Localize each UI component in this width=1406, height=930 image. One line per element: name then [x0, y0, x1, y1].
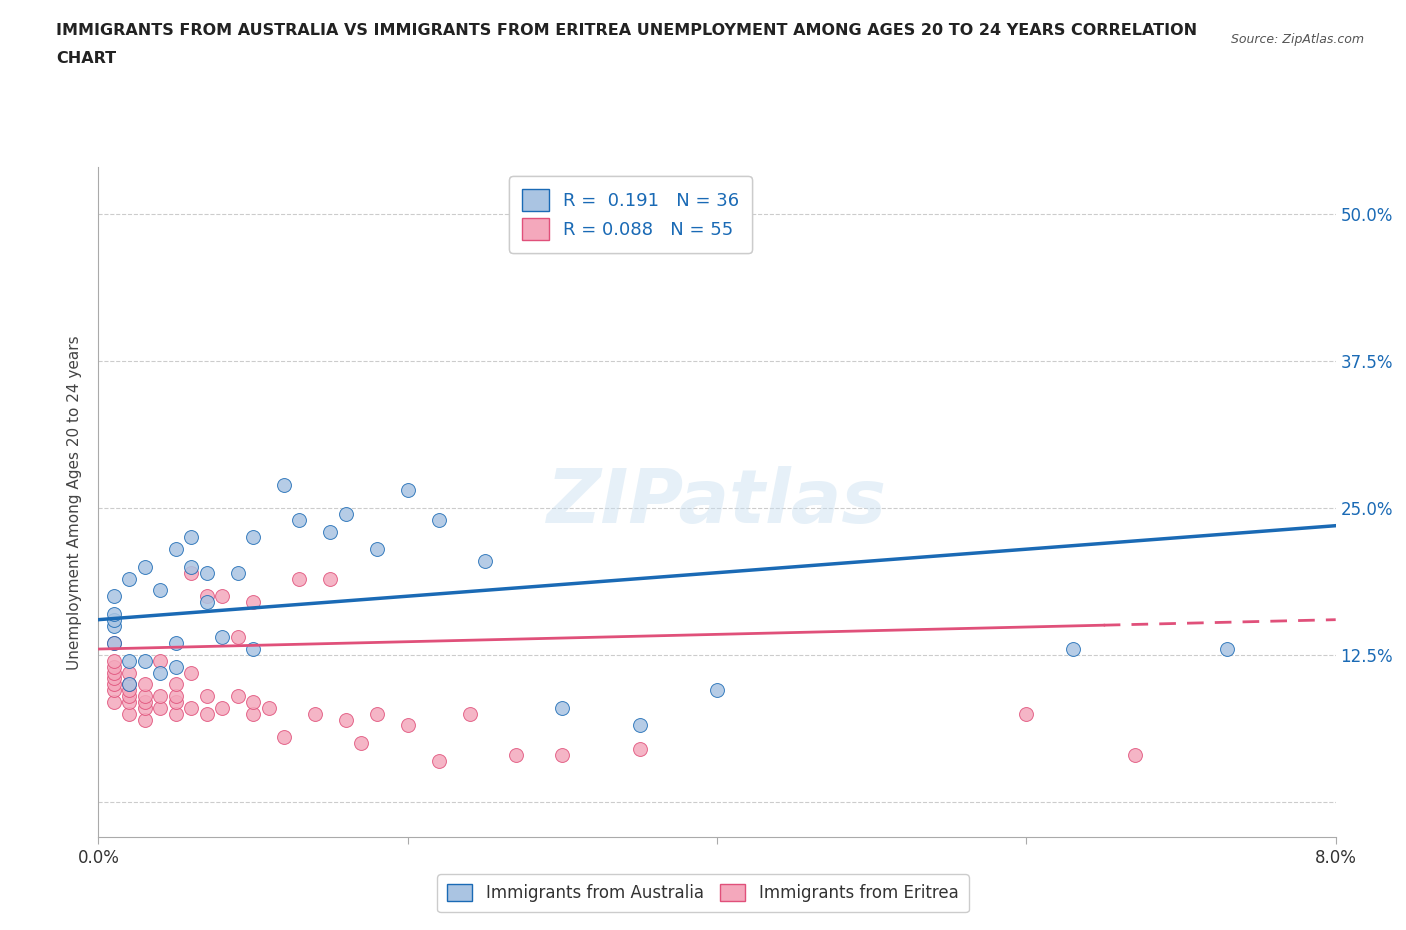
Point	[103, 618, 125, 633]
Point	[427, 512, 450, 527]
Point	[180, 665, 202, 680]
Point	[242, 594, 264, 609]
Point	[180, 565, 202, 580]
Point	[149, 665, 172, 680]
Point	[304, 706, 326, 721]
Point	[211, 589, 233, 604]
Point	[103, 659, 125, 674]
Point	[242, 642, 264, 657]
Point	[180, 559, 202, 574]
Point	[103, 612, 125, 627]
Text: IMMIGRANTS FROM AUSTRALIA VS IMMIGRANTS FROM ERITREA UNEMPLOYMENT AMONG AGES 20 : IMMIGRANTS FROM AUSTRALIA VS IMMIGRANTS …	[56, 23, 1198, 38]
Point	[103, 589, 125, 604]
Point	[165, 706, 187, 721]
Point	[103, 636, 125, 651]
Point	[134, 654, 156, 669]
Point	[1062, 642, 1084, 657]
Point	[226, 688, 249, 703]
Text: Source: ZipAtlas.com: Source: ZipAtlas.com	[1230, 33, 1364, 46]
Point	[242, 695, 264, 710]
Point	[427, 753, 450, 768]
Point	[273, 730, 295, 745]
Point	[195, 589, 218, 604]
Point	[149, 583, 172, 598]
Point	[211, 700, 233, 715]
Point	[226, 565, 249, 580]
Legend: Immigrants from Australia, Immigrants from Eritrea: Immigrants from Australia, Immigrants fr…	[437, 874, 969, 912]
Point	[195, 565, 218, 580]
Point	[319, 525, 342, 539]
Point	[165, 542, 187, 557]
Point	[458, 706, 481, 721]
Point	[1015, 706, 1038, 721]
Point	[165, 636, 187, 651]
Point	[335, 712, 357, 727]
Point	[118, 677, 141, 692]
Point	[134, 677, 156, 692]
Point	[628, 718, 651, 733]
Point	[134, 559, 156, 574]
Point	[103, 654, 125, 669]
Point	[195, 594, 218, 609]
Point	[149, 654, 172, 669]
Point	[103, 683, 125, 698]
Point	[242, 706, 264, 721]
Point	[319, 571, 342, 586]
Point	[103, 671, 125, 685]
Point	[180, 530, 202, 545]
Point	[474, 553, 496, 568]
Point	[366, 542, 388, 557]
Point	[103, 677, 125, 692]
Text: CHART: CHART	[56, 51, 117, 66]
Point	[273, 477, 295, 492]
Point	[706, 683, 728, 698]
Point	[396, 718, 419, 733]
Point	[134, 700, 156, 715]
Point	[118, 695, 141, 710]
Point	[1123, 748, 1146, 763]
Point	[505, 748, 527, 763]
Point	[134, 688, 156, 703]
Point	[118, 665, 141, 680]
Point	[335, 507, 357, 522]
Point	[103, 665, 125, 680]
Point	[350, 736, 373, 751]
Point	[288, 512, 311, 527]
Point	[118, 654, 141, 669]
Point	[396, 483, 419, 498]
Point	[628, 741, 651, 756]
Point	[165, 695, 187, 710]
Point	[242, 530, 264, 545]
Point	[195, 706, 218, 721]
Y-axis label: Unemployment Among Ages 20 to 24 years: Unemployment Among Ages 20 to 24 years	[67, 335, 83, 670]
Legend: R =  0.191   N = 36, R = 0.088   N = 55: R = 0.191 N = 36, R = 0.088 N = 55	[509, 177, 752, 253]
Point	[366, 706, 388, 721]
Point	[118, 706, 141, 721]
Point	[118, 677, 141, 692]
Point	[165, 659, 187, 674]
Point	[211, 630, 233, 644]
Point	[103, 695, 125, 710]
Point	[165, 677, 187, 692]
Point	[165, 688, 187, 703]
Point	[118, 571, 141, 586]
Point	[134, 695, 156, 710]
Point	[195, 688, 218, 703]
Point	[288, 571, 311, 586]
Point	[118, 688, 141, 703]
Point	[1216, 642, 1239, 657]
Point	[149, 688, 172, 703]
Point	[257, 700, 280, 715]
Point	[134, 712, 156, 727]
Point	[551, 748, 574, 763]
Point	[551, 700, 574, 715]
Point	[103, 606, 125, 621]
Point	[149, 700, 172, 715]
Point	[118, 683, 141, 698]
Point	[103, 636, 125, 651]
Text: ZIPatlas: ZIPatlas	[547, 466, 887, 538]
Point	[226, 630, 249, 644]
Point	[180, 700, 202, 715]
